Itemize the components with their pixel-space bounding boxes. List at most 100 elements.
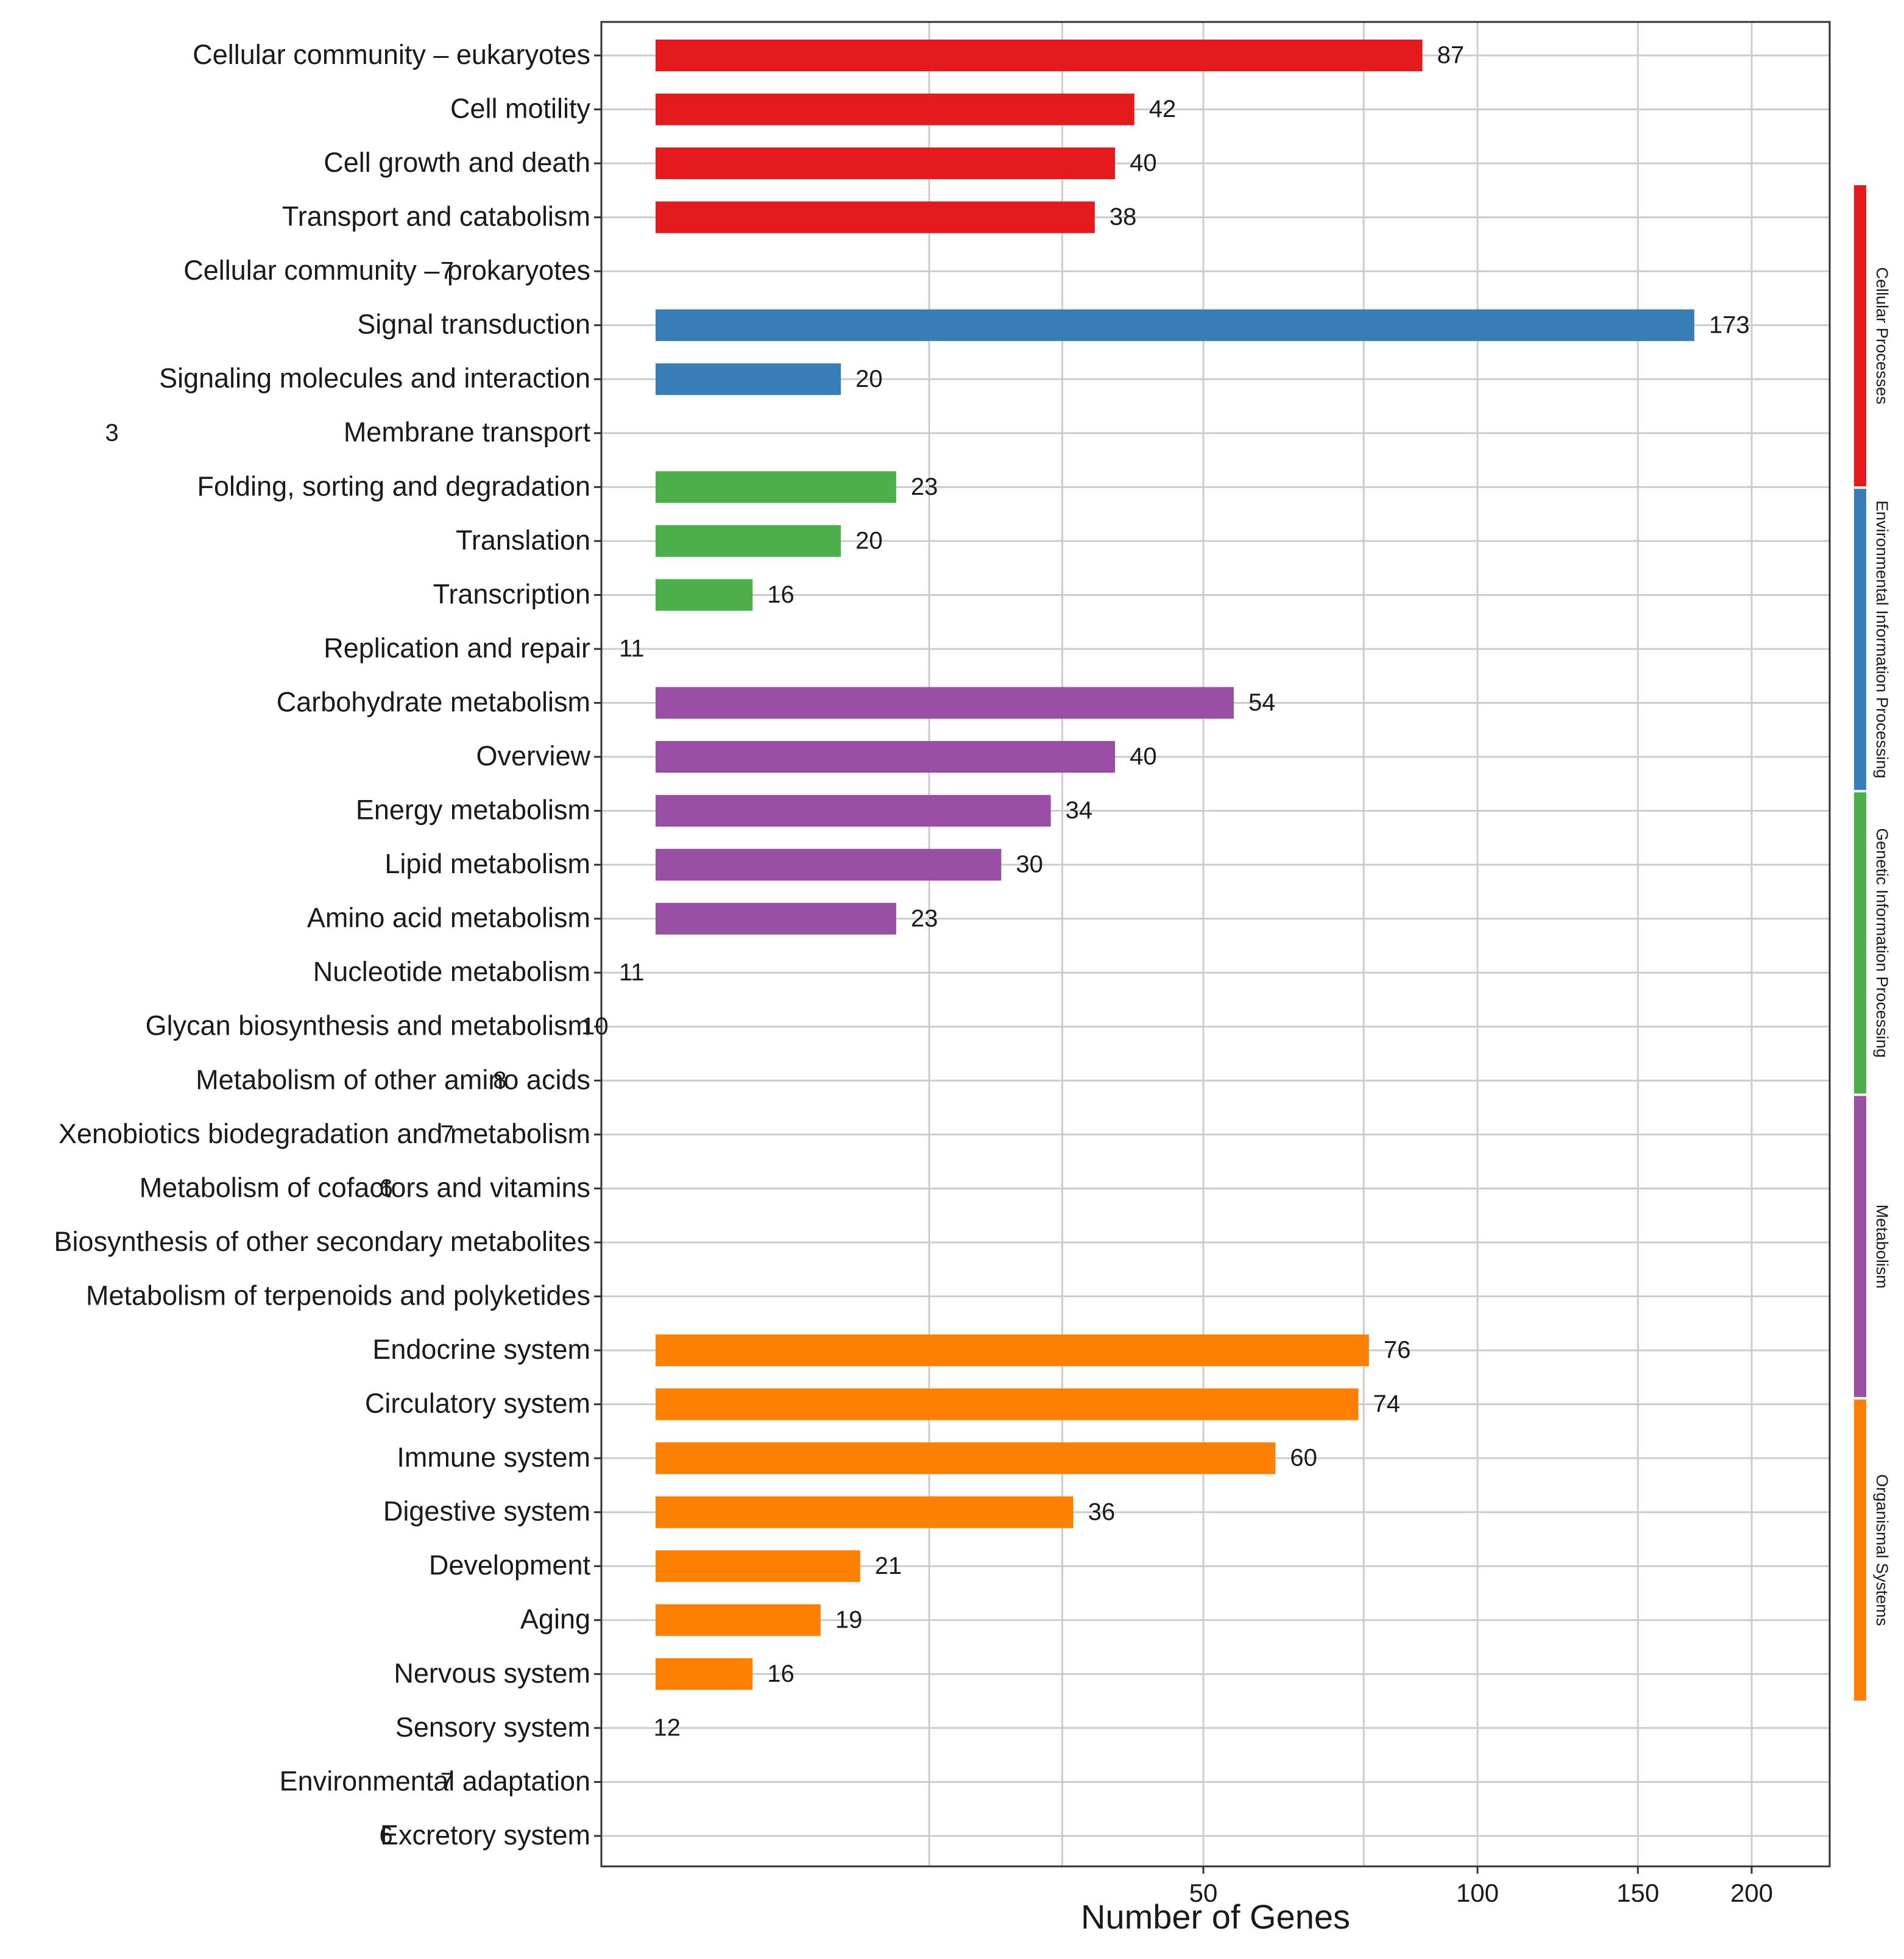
bar — [656, 849, 1002, 881]
category-label: Glycan biosynthesis and metabolism — [146, 1010, 590, 1041]
category-label: Nervous system — [394, 1657, 590, 1688]
group-strip — [1854, 1096, 1866, 1397]
category-label: Circulatory system — [365, 1388, 590, 1419]
bar — [656, 93, 1134, 126]
category-label: Endocrine system — [372, 1334, 590, 1365]
category-label: Translation — [456, 525, 590, 556]
bar — [656, 579, 753, 611]
group-strip — [1854, 1399, 1866, 1701]
panel-border — [600, 21, 1831, 1868]
category-label: Metabolism of cofactors and vitamins — [140, 1172, 590, 1203]
category-label: Digestive system — [383, 1496, 590, 1527]
value-label: 16 — [767, 581, 795, 608]
value-label: 10 — [581, 1013, 609, 1040]
value-label: 76 — [1384, 1337, 1411, 1364]
category-label: Transport and catabolism — [282, 201, 590, 232]
category-label: Signaling molecules and interaction — [159, 363, 590, 394]
x-axis: 50 100 150 200 Number of Genes — [1081, 1866, 1773, 1936]
group-strip — [1854, 792, 1866, 1094]
category-label: Sensory system — [395, 1712, 590, 1743]
x-tick-label: 100 — [1456, 1879, 1499, 1907]
category-label: Overview — [476, 740, 590, 771]
bar — [656, 741, 1116, 773]
category-label: Cellular community – prokaryotes — [183, 255, 590, 286]
x-tick-label: 150 — [1616, 1879, 1659, 1907]
value-label: 40 — [1130, 743, 1157, 770]
bars-layer — [656, 40, 1694, 1690]
bar — [656, 1442, 1276, 1475]
bar — [656, 147, 1116, 180]
value-label: 12 — [653, 1714, 681, 1741]
bar — [656, 902, 896, 935]
value-label: 11 — [619, 959, 645, 986]
x-tick-label: 50 — [1189, 1879, 1218, 1907]
category-label: Amino acid metabolism — [307, 902, 590, 933]
value-labels-layer: 8742403871732032320161154403430231110876… — [105, 42, 1750, 1849]
category-label: Folding, sorting and degradation — [197, 470, 590, 501]
bar — [656, 471, 896, 503]
category-label: Energy metabolism — [356, 795, 590, 826]
category-label: Nucleotide metabolism — [313, 956, 590, 987]
category-label: Transcription — [433, 578, 590, 609]
category-label: Metabolism of terpenoids and polyketides — [86, 1280, 590, 1311]
value-label: 7 — [441, 1768, 454, 1795]
bar — [656, 201, 1095, 233]
bar — [656, 687, 1234, 719]
category-label: Cellular community – eukaryotes — [193, 39, 590, 70]
bar — [656, 1496, 1074, 1528]
bar — [656, 1658, 753, 1690]
value-label: 7 — [441, 1121, 454, 1147]
value-label: 74 — [1373, 1390, 1401, 1417]
value-label: 16 — [767, 1660, 795, 1687]
value-label: 40 — [1130, 150, 1157, 177]
category-labels-layer: Cellular community – eukaryotes Cell moti… — [54, 39, 601, 1851]
value-label: 6 — [379, 1175, 392, 1202]
category-label: Development — [429, 1550, 591, 1581]
category-label: Membrane transport — [344, 417, 591, 448]
group-strip-label: Genetic Information Processing — [1873, 828, 1891, 1058]
category-label: Cell growth and death — [324, 147, 590, 178]
value-label: 19 — [835, 1606, 863, 1633]
value-label: 23 — [911, 473, 938, 500]
value-label: 42 — [1149, 96, 1177, 122]
bar — [656, 1334, 1369, 1367]
value-label: 36 — [1088, 1498, 1116, 1525]
category-label: Lipid metabolism — [384, 848, 590, 879]
category-label: Immune system — [397, 1442, 590, 1473]
group-strip — [1854, 185, 1866, 487]
category-label: Carbohydrate metabolism — [277, 686, 590, 717]
group-legend-strips: Cellular Processes Environmental Informat… — [1854, 185, 1891, 1701]
value-label: 6 — [379, 1823, 392, 1849]
category-label: Metabolism of other amino acids — [196, 1064, 590, 1095]
bar — [656, 1550, 860, 1582]
value-label: 20 — [855, 527, 883, 554]
x-tick-label: 200 — [1730, 1879, 1773, 1907]
value-label: 21 — [875, 1553, 902, 1579]
bar — [656, 363, 841, 395]
value-label: 20 — [855, 366, 883, 392]
category-label: Signal transduction — [357, 309, 590, 340]
value-label: 34 — [1066, 797, 1093, 824]
group-strip-label: Organismal Systems — [1873, 1474, 1891, 1626]
value-label: 3 — [105, 419, 118, 446]
group-strip-label: Cellular Processes — [1873, 267, 1891, 405]
value-label: 173 — [1709, 311, 1750, 338]
bar — [656, 795, 1051, 827]
value-label: 23 — [911, 905, 938, 932]
bar — [656, 525, 841, 557]
bar — [656, 309, 1694, 341]
bar — [656, 1604, 821, 1636]
category-label: Replication and repair — [324, 632, 590, 664]
value-label: 7 — [441, 258, 454, 285]
category-label: Cell motility — [450, 93, 591, 124]
bar — [656, 40, 1423, 71]
value-label: 11 — [619, 636, 645, 662]
value-label: 38 — [1109, 204, 1137, 230]
group-strip — [1854, 489, 1866, 790]
category-label: Excretory system — [380, 1819, 590, 1851]
value-label: 30 — [1016, 851, 1043, 878]
category-label: Biosynthesis of other secondary metaboli… — [54, 1226, 590, 1257]
value-label: 60 — [1290, 1445, 1317, 1472]
